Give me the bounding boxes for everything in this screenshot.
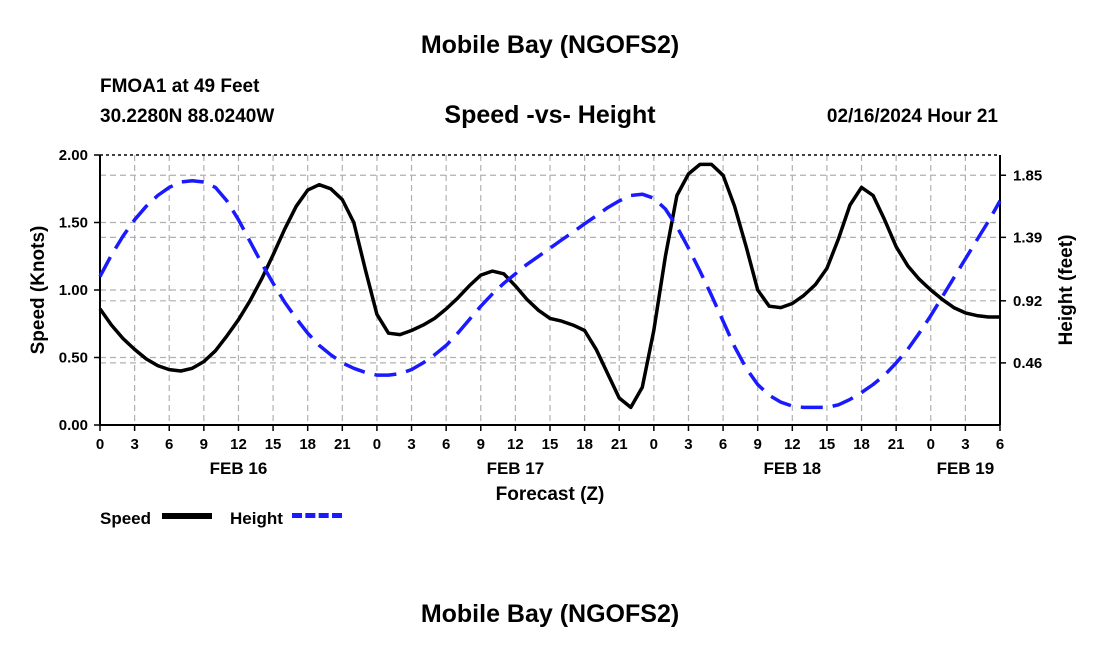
- x-tick-label: 21: [888, 436, 905, 453]
- footer-title: Mobile Bay (NGOFS2): [420, 600, 680, 628]
- y-axis-title: Speed (Knots): [28, 226, 49, 355]
- x-tick-label: 21: [334, 436, 351, 453]
- x-tick-label: 18: [576, 436, 593, 453]
- x-tick-label: 0: [96, 436, 104, 453]
- x-axis-title: Forecast (Z): [496, 484, 605, 505]
- x-tick-label: 0: [650, 436, 658, 453]
- x-tick-label: 0: [373, 436, 381, 453]
- y-tick-label: 1.50: [59, 215, 88, 232]
- x-tick-label: 15: [265, 436, 282, 453]
- y-tick-label: 0.00: [59, 417, 88, 434]
- date-label: FEB 19: [937, 459, 995, 478]
- date-label: FEB 17: [487, 459, 545, 478]
- series-line-height: [98, 178, 1002, 410]
- x-tick-label: 18: [853, 436, 870, 453]
- y2-tick-label: 0.92: [1013, 293, 1042, 310]
- y-tick-label: 1.00: [59, 282, 88, 299]
- y2-tick-label: 1.39: [1013, 229, 1042, 246]
- x-tick-label: 9: [200, 436, 208, 453]
- x-tick-label: 15: [542, 436, 559, 453]
- x-tick-label: 12: [507, 436, 524, 453]
- date-label: FEB 18: [763, 459, 821, 478]
- x-tick-label: 12: [230, 436, 247, 453]
- y2-tick-label: 0.46: [1013, 355, 1042, 372]
- x-tick-label: 6: [996, 436, 1004, 453]
- chart-subtitle: Speed -vs- Height: [444, 101, 656, 129]
- x-tick-label: 12: [784, 436, 801, 453]
- series-line-speed: [98, 162, 1000, 410]
- x-tick-label: 6: [165, 436, 173, 453]
- y-tick-label: 2.00: [59, 147, 88, 164]
- x-tick-label: 9: [754, 436, 762, 453]
- x-tick-label: 3: [130, 436, 138, 453]
- forecast-timestamp: 02/16/2024 Hour 21: [826, 106, 998, 127]
- legend-height-label: Height: [230, 509, 283, 528]
- y2-tick-label: 1.85: [1013, 167, 1042, 184]
- x-tick-label: 21: [611, 436, 628, 453]
- station-name: FMOA1 at 49 Feet: [100, 76, 260, 97]
- x-tick-label: 3: [684, 436, 692, 453]
- legend-height-line: [292, 513, 342, 518]
- x-tick-label: 3: [407, 436, 415, 453]
- x-tick-label: 0: [927, 436, 935, 453]
- y-tick-label: 0.50: [59, 350, 88, 367]
- x-tick-label: 6: [442, 436, 450, 453]
- x-tick-label: 3: [961, 436, 969, 453]
- x-tick-label: 18: [299, 436, 316, 453]
- legend-speed-label: Speed: [100, 509, 152, 528]
- x-tick-label: 15: [819, 436, 836, 453]
- speed-height-chart: 0 3 6 9 12 15 18 21 0 3 6 9 12 15 18 21 0 3 6 9 12 15 18 21 0 3 6F…: [28, 147, 1077, 505]
- x-tick-label: 6: [719, 436, 727, 453]
- x-tick-label: 9: [477, 436, 485, 453]
- station-coordinates: 30.2280N 88.0240W: [100, 106, 275, 127]
- page-title: Mobile Bay (NGOFS2): [420, 31, 680, 59]
- y2-axis-title: Height (feet): [1056, 235, 1077, 346]
- date-label: FEB 16: [210, 459, 268, 478]
- legend-speed-line: [162, 513, 212, 519]
